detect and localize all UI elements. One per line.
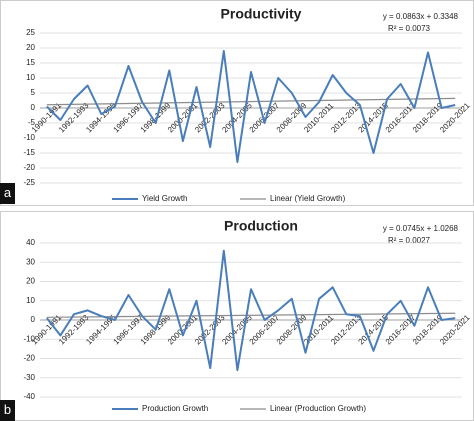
- y-tick-label: -30: [23, 373, 35, 382]
- data-line: [46, 50, 456, 163]
- trend-equation: y = 0.0863x + 0.3348: [383, 12, 459, 21]
- y-tick-label: 25: [26, 28, 35, 37]
- legend-label: Production Growth: [142, 404, 208, 413]
- legend-label: Yield Growth: [142, 194, 188, 203]
- panel-label: a: [4, 185, 12, 200]
- y-tick-label: 0: [31, 103, 36, 112]
- trend-line: [46, 97, 456, 106]
- trend-equation: y = 0.0745x + 1.0268: [383, 224, 459, 233]
- panel-label-box: [0, 183, 15, 204]
- y-tick-label: -10: [23, 133, 35, 142]
- panel-label-box: [0, 400, 15, 421]
- y-tick-label: -20: [23, 354, 35, 363]
- y-tick-label: -15: [23, 148, 35, 157]
- chart-title: Production: [224, 218, 298, 234]
- y-tick-label: 15: [26, 58, 35, 67]
- y-tick-label: -5: [28, 118, 36, 127]
- y-tick-label: -25: [23, 178, 35, 187]
- legend-label: Linear (Yield Growth): [270, 194, 346, 203]
- panel-label: b: [4, 402, 11, 417]
- y-tick-label: 20: [26, 43, 35, 52]
- r-squared: R² = 0.0073: [388, 24, 431, 33]
- y-tick-label: -10: [23, 334, 35, 343]
- y-tick-label: 40: [26, 238, 35, 247]
- y-tick-label: 20: [26, 277, 35, 286]
- y-tick-label: 30: [26, 257, 35, 266]
- legend-label: Linear (Production Growth): [270, 404, 366, 413]
- y-tick-label: 5: [31, 88, 36, 97]
- r-squared: R² = 0.0027: [388, 236, 431, 245]
- chart-title: Productivity: [221, 6, 302, 22]
- y-tick-label: 10: [26, 296, 35, 305]
- y-tick-label: -20: [23, 163, 35, 172]
- y-tick-label: 0: [31, 315, 36, 324]
- y-tick-label: 10: [26, 73, 35, 82]
- data-line: [46, 249, 456, 372]
- y-tick-label: -40: [23, 392, 35, 401]
